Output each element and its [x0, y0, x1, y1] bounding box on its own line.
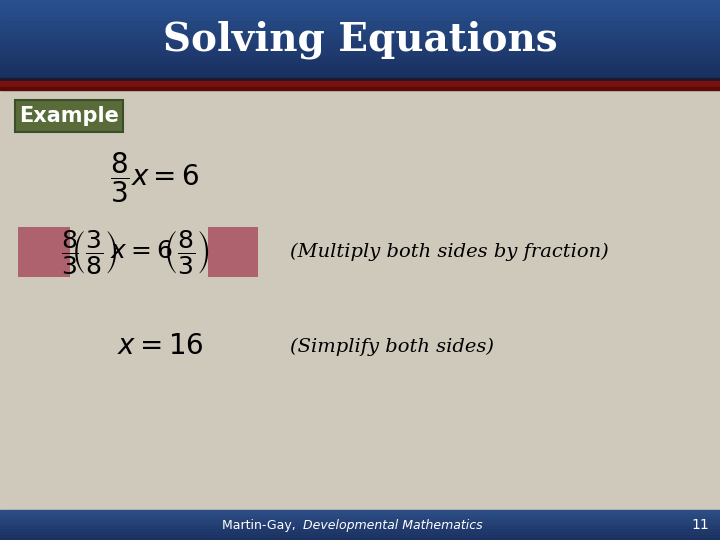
Bar	[18, 227, 70, 277]
Bar	[0, 62, 720, 66]
Bar	[0, 31, 720, 35]
Text: $x = 16$: $x = 16$	[117, 334, 203, 361]
Bar	[0, 0, 720, 4]
Text: $\dfrac{8}{3}x = 6$: $\dfrac{8}{3}x = 6$	[110, 151, 199, 205]
Bar	[0, 19, 720, 23]
Text: 11: 11	[691, 518, 709, 532]
Bar	[0, 23, 720, 28]
Text: Solving Equations: Solving Equations	[163, 21, 557, 59]
Bar	[0, 43, 720, 47]
Bar	[0, 537, 720, 540]
Bar	[0, 516, 720, 519]
Bar	[0, 78, 720, 81]
Bar	[0, 534, 720, 537]
Bar	[0, 73, 720, 78]
Bar	[0, 27, 720, 31]
Bar	[0, 58, 720, 63]
Bar	[0, 528, 720, 531]
Text: $\dfrac{8}{3}\!\!\left(\dfrac{3}{8}\right)\!\!x = 6\!\!\left(\dfrac{8}{3}\right): $\dfrac{8}{3}\!\!\left(\dfrac{3}{8}\righ…	[60, 228, 210, 276]
Bar	[0, 66, 720, 70]
Bar	[0, 54, 720, 58]
Bar	[0, 11, 720, 16]
Text: Developmental Mathematics: Developmental Mathematics	[303, 518, 482, 531]
Text: Example: Example	[19, 106, 119, 126]
Bar	[208, 227, 258, 277]
Bar	[0, 522, 720, 525]
Bar	[0, 530, 720, 534]
Bar	[0, 8, 720, 12]
Bar	[0, 70, 720, 74]
Text: (Simplify both sides): (Simplify both sides)	[290, 338, 494, 356]
Text: Martin-Gay,: Martin-Gay,	[222, 518, 300, 531]
Bar	[0, 512, 720, 516]
Bar	[0, 50, 720, 55]
Bar	[0, 3, 720, 8]
Bar	[0, 38, 720, 43]
Bar	[0, 81, 720, 87]
Bar	[0, 87, 720, 90]
Bar	[0, 35, 720, 39]
Bar	[0, 46, 720, 51]
Bar	[0, 510, 720, 513]
Bar	[0, 15, 720, 19]
Bar	[0, 524, 720, 528]
Bar	[0, 518, 720, 522]
Bar	[15, 100, 123, 132]
Text: (Multiply both sides by fraction): (Multiply both sides by fraction)	[290, 243, 608, 261]
